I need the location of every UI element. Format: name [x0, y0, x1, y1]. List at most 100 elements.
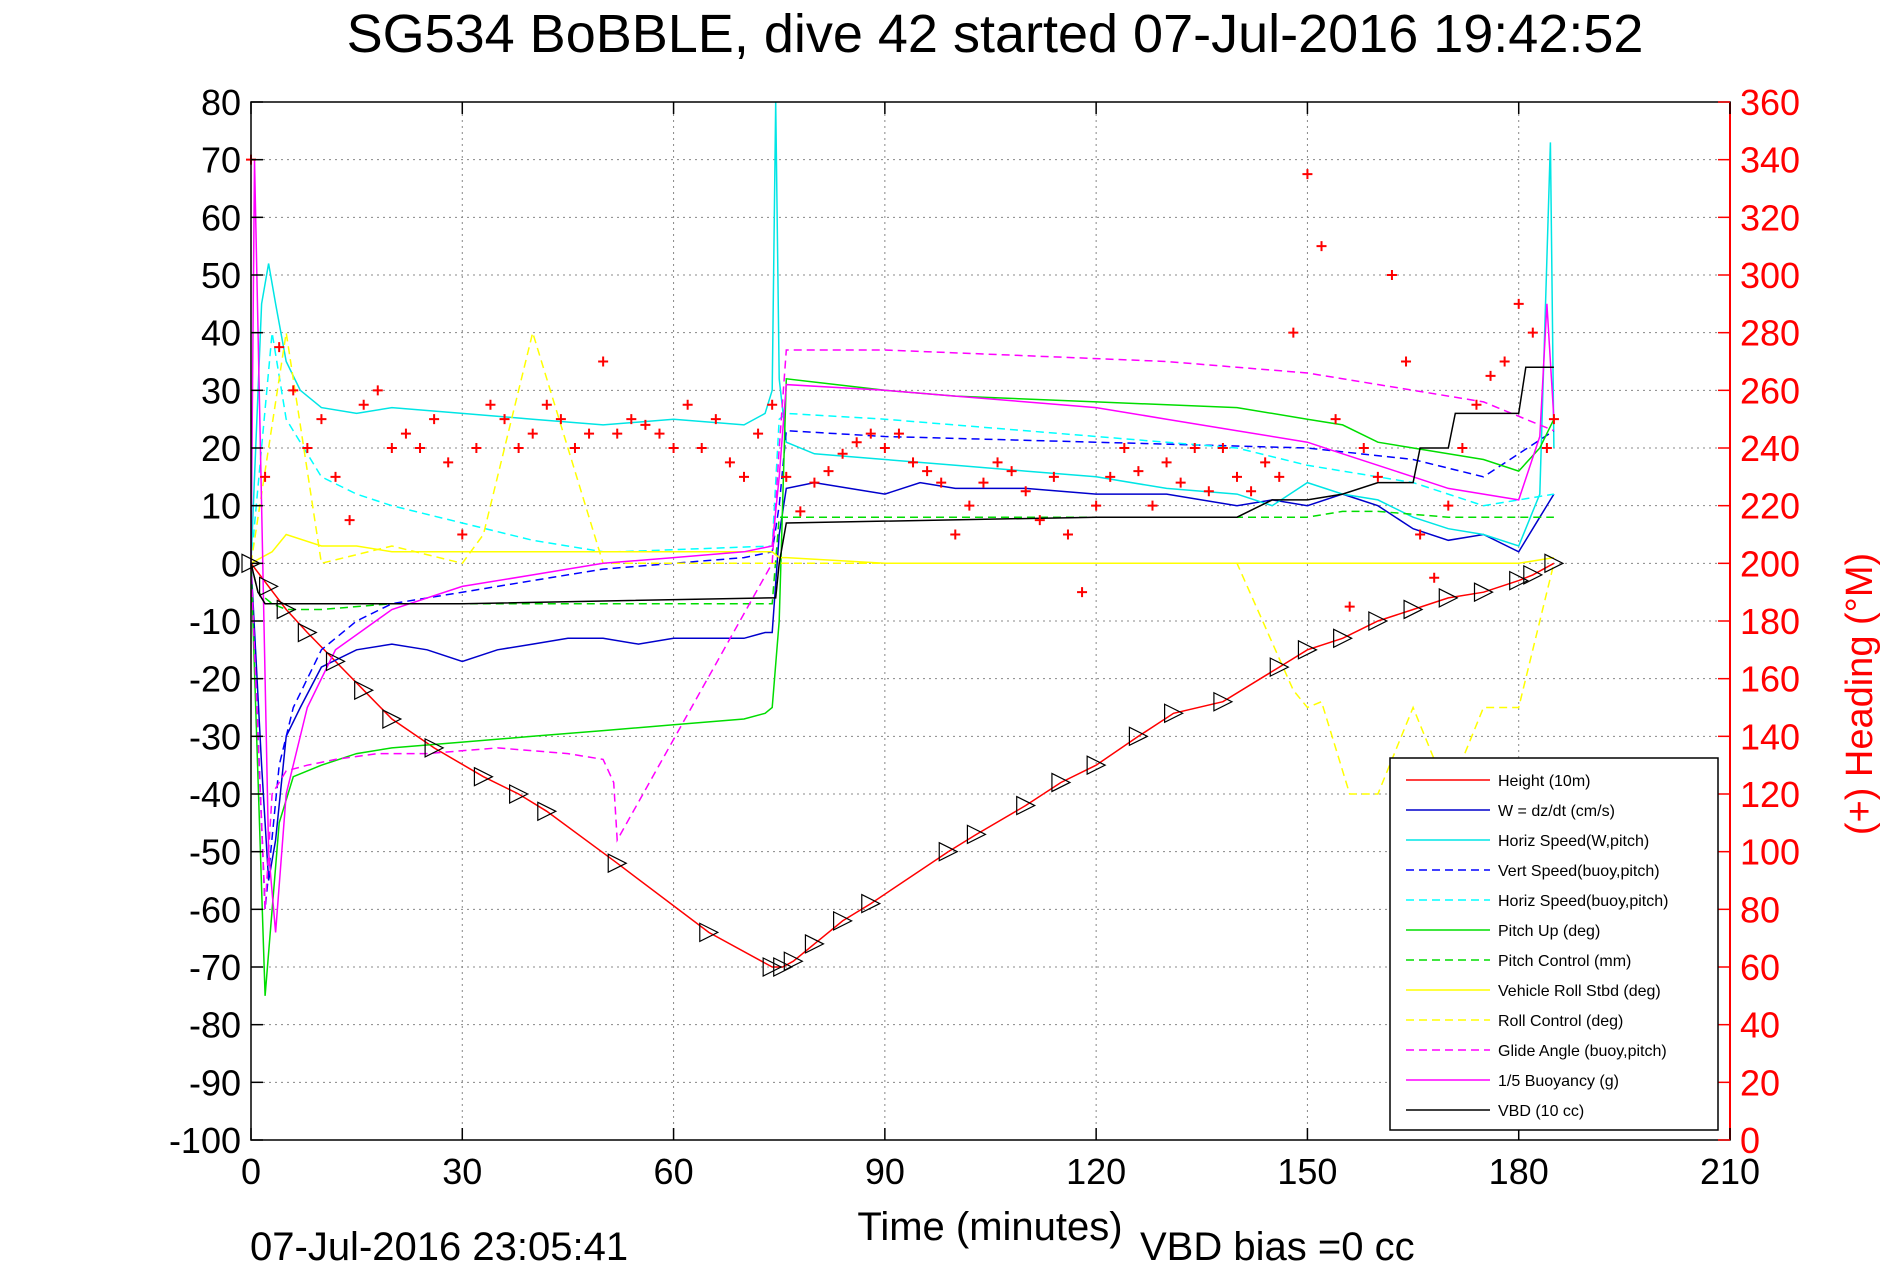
heading-layer [246, 154, 1559, 612]
heading-point [415, 443, 426, 453]
heading-point [781, 471, 792, 482]
heading-point [654, 428, 665, 439]
series-line-1 [250, 481, 1555, 881]
heading-point [1527, 327, 1538, 338]
heading-point [541, 399, 552, 410]
height-marker [966, 824, 987, 845]
heading-point [429, 414, 440, 425]
heading-point [950, 529, 961, 540]
x-tick-label: 120 [1066, 1151, 1126, 1192]
heading-point [936, 477, 947, 488]
height-marker [1016, 795, 1037, 816]
height-marker [297, 622, 318, 643]
heading-point [1203, 486, 1214, 497]
height-marker [607, 853, 628, 874]
heading-point [1105, 471, 1116, 482]
heading-point [823, 466, 834, 477]
right-y-tick-label: 320 [1740, 197, 1800, 238]
height-marker [354, 680, 375, 701]
right-y-tick-label: 60 [1740, 947, 1780, 988]
heading-point [1217, 443, 1228, 453]
heading-point [696, 443, 707, 453]
series-layer [241, 101, 1565, 996]
x-tick-label: 0 [241, 1151, 261, 1192]
legend-entry-9: Glide Angle (buoy,pitch) [1498, 1043, 1667, 1060]
heading-point [485, 399, 496, 410]
right-y-tick-label: 340 [1740, 140, 1800, 181]
heading-point [1471, 399, 1482, 410]
y-tick-label: -60 [189, 889, 241, 930]
heading-point [640, 419, 651, 430]
heading-point [668, 443, 679, 453]
series-line-7 [250, 533, 1555, 565]
right-y-tick-label: 260 [1740, 370, 1800, 411]
legend-entry-5: Pitch Up (deg) [1498, 923, 1600, 940]
heading-point [978, 477, 989, 488]
heading-point [710, 414, 721, 425]
series-line-8 [250, 329, 1555, 796]
series-line-2 [250, 101, 1555, 564]
right-y-tick-label: 40 [1740, 1005, 1780, 1046]
heading-point [1189, 443, 1200, 453]
heading-point [499, 414, 510, 425]
heading-point [400, 428, 411, 439]
series-line-9 [250, 349, 1555, 910]
right-y-tick-label: 240 [1740, 428, 1800, 469]
legend-entry-8: Roll Control (deg) [1498, 1013, 1623, 1030]
right-y-tick-label: 160 [1740, 659, 1800, 700]
height-marker [1164, 703, 1184, 724]
heading-point [1048, 471, 1059, 482]
height-marker [938, 841, 959, 862]
x-tick-label: 30 [442, 1151, 482, 1192]
height-marker [1051, 772, 1072, 793]
height-marker [861, 893, 882, 914]
height-marker [699, 922, 720, 943]
legend-entry-6: Pitch Control (mm) [1498, 953, 1631, 970]
heading-point [1232, 471, 1242, 482]
series-line-0 [250, 562, 1555, 968]
heading-point [626, 414, 637, 425]
heading-point [1020, 486, 1031, 497]
heading-point [1260, 457, 1271, 468]
heading-point [1499, 356, 1510, 367]
x-tick-label: 150 [1277, 1151, 1337, 1192]
x-tick-label: 210 [1700, 1151, 1760, 1192]
heading-point [443, 457, 454, 468]
height-marker [1333, 628, 1353, 649]
height-marker [382, 709, 403, 730]
heading-point [1288, 327, 1299, 338]
series-line-6 [250, 510, 1554, 611]
heading-point [569, 443, 580, 453]
right-y-tick-label: 80 [1740, 889, 1780, 930]
heading-point [358, 399, 369, 410]
series-line-10 [250, 159, 1555, 933]
y-tick-label: -40 [189, 774, 241, 815]
y-tick-label: -100 [169, 1120, 241, 1161]
heading-point [1133, 466, 1144, 477]
heading-point [1062, 529, 1073, 540]
heading-point [1316, 241, 1327, 252]
heading-point [260, 471, 271, 482]
legend-entry-10: 1/5 Buoyancy (g) [1498, 1073, 1619, 1090]
heading-point [555, 414, 566, 425]
x-tick-label: 90 [865, 1151, 905, 1192]
heading-point [851, 437, 862, 448]
right-y-tick-label: 360 [1740, 82, 1800, 123]
right-y-tick-label: 20 [1740, 1062, 1780, 1103]
heading-point [1034, 515, 1045, 526]
heading-point [302, 443, 313, 453]
legend-entry-1: W = dz/dt (cm/s) [1498, 803, 1615, 820]
heading-point [1541, 443, 1552, 453]
height-marker [773, 957, 794, 977]
heading-point [471, 443, 482, 453]
height-marker [1213, 691, 1234, 712]
height-marker [1269, 657, 1290, 678]
heading-point [893, 428, 904, 439]
right-y-tick-label: 120 [1740, 774, 1800, 815]
heading-point [1302, 169, 1313, 180]
y-tick-label: 30 [201, 370, 241, 411]
x-tick-label: 60 [654, 1151, 694, 1192]
heading-point [288, 385, 299, 396]
